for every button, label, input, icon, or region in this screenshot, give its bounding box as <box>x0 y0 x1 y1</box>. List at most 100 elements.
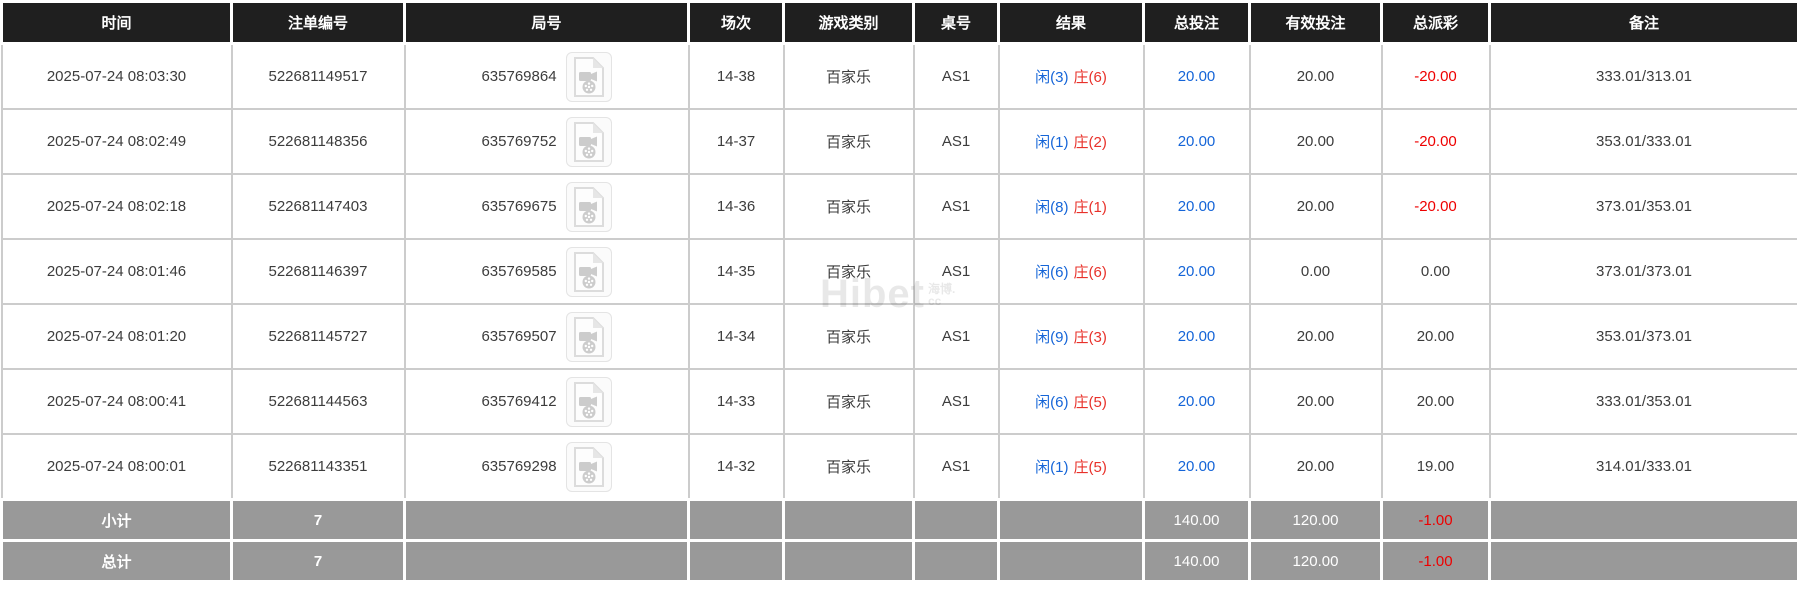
cell-time: 2025-07-24 08:02:18 <box>0 173 233 240</box>
cell-total-bet: 20.00 <box>1142 368 1251 435</box>
cell-session: 14-32 <box>687 433 785 501</box>
cell-payout: -20.00 <box>1380 108 1491 175</box>
cell-session: 14-36 <box>687 173 785 240</box>
total-total-bet: 140.00 <box>1142 539 1251 583</box>
subtotal-empty-round <box>403 498 690 542</box>
cell-remark: 333.01/353.01 <box>1488 368 1797 435</box>
cell-round: 635769298 <box>403 433 690 501</box>
cell-time: 2025-07-24 08:01:20 <box>0 303 233 370</box>
cell-result: 闲(1) 庄(2) <box>997 108 1145 175</box>
col-time: 时间 <box>0 0 233 45</box>
cell-game-type: 百家乐 <box>782 42 915 110</box>
cell-remark: 314.01/333.01 <box>1488 433 1797 501</box>
table-row: 2025-07-24 08:00:41 522681144563 6357694… <box>0 368 1797 435</box>
cell-time: 2025-07-24 08:03:30 <box>0 42 233 110</box>
cell-bet-id: 522681148356 <box>230 108 406 175</box>
total-payout: -1.00 <box>1380 539 1491 583</box>
cell-game-type: 百家乐 <box>782 238 915 305</box>
col-payout: 总派彩 <box>1380 0 1491 45</box>
cell-remark: 353.01/333.01 <box>1488 108 1797 175</box>
cell-valid-bet: 0.00 <box>1248 238 1383 305</box>
cell-result: 闲(6) 庄(6) <box>997 238 1145 305</box>
cell-bet-id: 522681149517 <box>230 42 406 110</box>
round-number: 635769864 <box>481 68 557 85</box>
cell-bet-id: 522681146397 <box>230 238 406 305</box>
result-banker: 庄(5) <box>1073 394 1107 411</box>
result-player: 闲(1) <box>1035 134 1069 151</box>
result-banker: 庄(6) <box>1073 69 1107 86</box>
cell-remark: 353.01/373.01 <box>1488 303 1797 370</box>
result-player: 闲(3) <box>1035 69 1069 86</box>
video-replay-button[interactable] <box>565 311 612 362</box>
total-empty-round <box>403 539 690 583</box>
cell-table-no: AS1 <box>912 238 1000 305</box>
cell-game-type: 百家乐 <box>782 303 915 370</box>
cell-total-bet: 20.00 <box>1142 42 1251 110</box>
video-replay-button[interactable] <box>565 181 612 232</box>
table-row: 2025-07-24 08:01:46 522681146397 6357695… <box>0 238 1797 305</box>
cell-valid-bet: 20.00 <box>1248 368 1383 435</box>
col-table-no: 桌号 <box>912 0 1000 45</box>
header-row: 时间 注单编号 局号 场次 游戏类别 桌号 结果 总投注 有效投注 总派彩 备注 <box>0 0 1797 45</box>
col-game-type: 游戏类别 <box>782 0 915 45</box>
col-result: 结果 <box>997 0 1145 45</box>
cell-remark: 373.01/373.01 <box>1488 238 1797 305</box>
cell-valid-bet: 20.00 <box>1248 108 1383 175</box>
video-replay-button[interactable] <box>565 246 612 297</box>
cell-round: 635769412 <box>403 368 690 435</box>
subtotal-empty-session <box>687 498 785 542</box>
cell-valid-bet: 20.00 <box>1248 42 1383 110</box>
result-player: 闲(6) <box>1035 264 1069 281</box>
round-number: 635769412 <box>481 393 557 410</box>
total-count: 7 <box>230 539 406 583</box>
video-replay-button[interactable] <box>565 441 612 492</box>
cell-round: 635769752 <box>403 108 690 175</box>
round-number: 635769675 <box>481 198 557 215</box>
round-number: 635769585 <box>481 263 557 280</box>
cell-result: 闲(3) 庄(6) <box>997 42 1145 110</box>
video-replay-button[interactable] <box>565 116 612 167</box>
cell-table-no: AS1 <box>912 173 1000 240</box>
video-file-icon <box>573 381 604 422</box>
cell-remark: 333.01/313.01 <box>1488 42 1797 110</box>
cell-remark: 373.01/353.01 <box>1488 173 1797 240</box>
cell-time: 2025-07-24 08:00:01 <box>0 433 233 501</box>
cell-session: 14-33 <box>687 368 785 435</box>
cell-payout: 0.00 <box>1380 238 1491 305</box>
subtotal-valid-bet: 120.00 <box>1248 498 1383 542</box>
round-number: 635769298 <box>481 458 557 475</box>
cell-session: 14-37 <box>687 108 785 175</box>
result-player: 闲(9) <box>1035 329 1069 346</box>
cell-session: 14-35 <box>687 238 785 305</box>
subtotal-empty-game <box>782 498 915 542</box>
subtotal-payout: -1.00 <box>1380 498 1491 542</box>
cell-payout: -20.00 <box>1380 173 1491 240</box>
table-row: 2025-07-24 08:02:49 522681148356 6357697… <box>0 108 1797 175</box>
table-row: 2025-07-24 08:00:01 522681143351 6357692… <box>0 433 1797 501</box>
table-row: 2025-07-24 08:02:18 522681147403 6357696… <box>0 173 1797 240</box>
round-number: 635769752 <box>481 133 557 150</box>
cell-game-type: 百家乐 <box>782 433 915 501</box>
table-summary: 小计 7 140.00 120.00 -1.00 总计 7 1 <box>0 498 1797 583</box>
cell-bet-id: 522681144563 <box>230 368 406 435</box>
result-banker: 庄(5) <box>1073 459 1107 476</box>
total-empty-table <box>912 539 1000 583</box>
total-label: 总计 <box>0 539 233 583</box>
col-round: 局号 <box>403 0 690 45</box>
cell-payout: -20.00 <box>1380 42 1491 110</box>
subtotal-row: 小计 7 140.00 120.00 -1.00 <box>0 498 1797 542</box>
video-replay-button[interactable] <box>565 51 612 102</box>
table-header: 时间 注单编号 局号 场次 游戏类别 桌号 结果 总投注 有效投注 总派彩 备注 <box>0 0 1797 45</box>
cell-payout: 19.00 <box>1380 433 1491 501</box>
cell-table-no: AS1 <box>912 433 1000 501</box>
cell-game-type: 百家乐 <box>782 108 915 175</box>
col-total-bet: 总投注 <box>1142 0 1251 45</box>
cell-table-no: AS1 <box>912 42 1000 110</box>
cell-time: 2025-07-24 08:00:41 <box>0 368 233 435</box>
video-replay-button[interactable] <box>565 376 612 427</box>
subtotal-label: 小计 <box>0 498 233 542</box>
cell-round: 635769864 <box>403 42 690 110</box>
total-valid-bet: 120.00 <box>1248 539 1383 583</box>
cell-result: 闲(1) 庄(5) <box>997 433 1145 501</box>
result-banker: 庄(1) <box>1073 199 1107 216</box>
